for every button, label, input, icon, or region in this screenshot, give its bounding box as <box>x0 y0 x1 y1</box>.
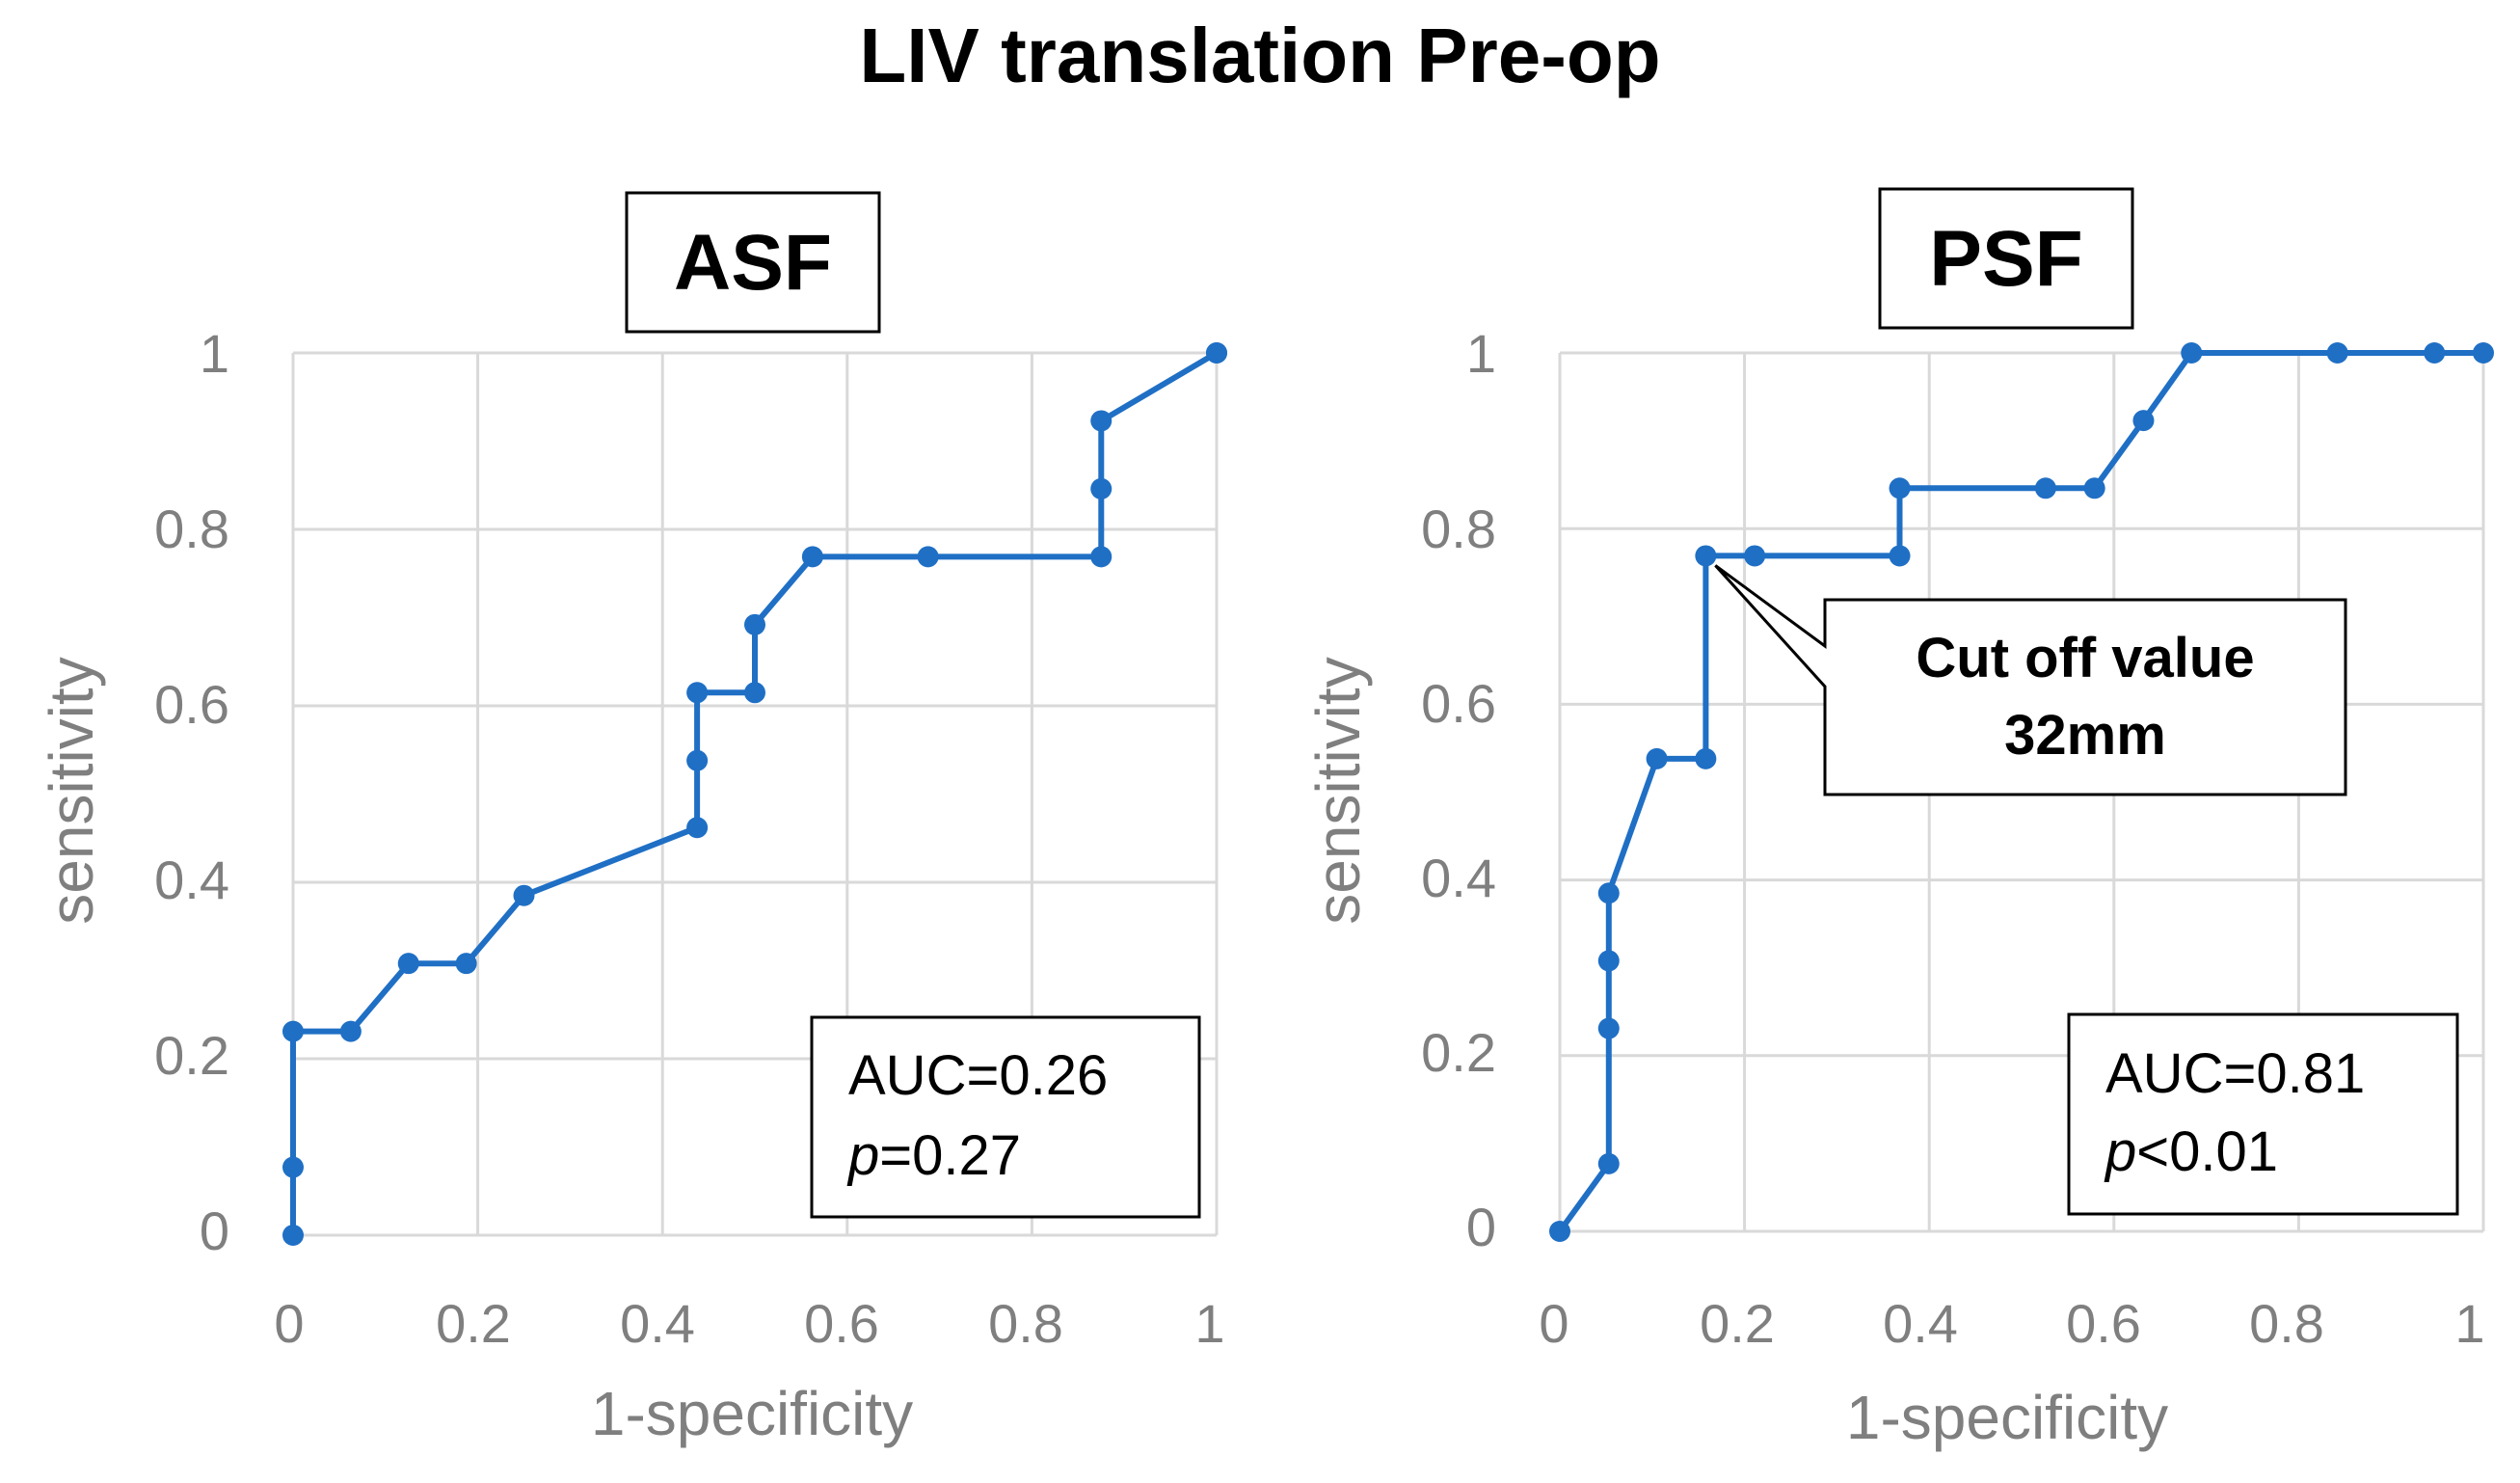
roc-point <box>686 817 709 839</box>
roc-point <box>1695 747 1717 769</box>
psf-p-value-text: p<0.01 <box>2104 1120 2278 1183</box>
roc-point <box>1597 950 1620 972</box>
psf-x-tick-label: 0 <box>1539 1293 1568 1354</box>
asf-x-ticks: 0 0.2 0.4 0.6 0.8 1 <box>274 1293 1224 1354</box>
roc-point <box>1646 747 1668 769</box>
asf-title-box: ASF <box>625 191 881 334</box>
asf-y-tick-label: 1 <box>200 323 229 384</box>
psf-y-tick-label: 0 <box>1466 1197 1496 1257</box>
psf-y-tick-label: 0.6 <box>1421 673 1496 734</box>
roc-point <box>1695 545 1717 567</box>
asf-y-tick-label: 0.4 <box>154 849 229 910</box>
roc-point <box>1597 1017 1620 1039</box>
psf-x-tick-label: 0.6 <box>2066 1293 2141 1354</box>
roc-point <box>282 1225 304 1246</box>
asf-y-axis-label: sensitivity <box>37 657 106 924</box>
roc-point <box>686 682 709 704</box>
psf-x-tick-label: 0.2 <box>1700 1293 1775 1354</box>
psf-p-value: <0.01 <box>2136 1120 2278 1183</box>
psf-p-symbol: p <box>2104 1120 2136 1183</box>
roc-point <box>1889 477 1911 499</box>
psf-roc-line <box>1557 350 2483 1233</box>
asf-y-tick-label: 0.2 <box>154 1025 229 1086</box>
psf-title-box: PSF <box>1878 187 2134 330</box>
psf-auc-text: AUC=0.81 <box>2105 1042 2365 1105</box>
asf-x-tick-label: 0.8 <box>988 1293 1063 1354</box>
roc-point <box>2083 477 2105 499</box>
asf-x-tick-label: 0.2 <box>436 1293 511 1354</box>
roc-point <box>513 884 535 906</box>
roc-point <box>1597 882 1620 904</box>
psf-roc-points <box>1549 342 2494 1242</box>
asf-y-tick-label: 0 <box>200 1200 229 1261</box>
cutoff-callout-line2: 32mm <box>2004 704 2166 767</box>
roc-point <box>2473 342 2494 364</box>
roc-point <box>744 682 765 704</box>
roc-point <box>1090 410 1113 432</box>
roc-point <box>2326 342 2348 364</box>
psf-y-tick-label: 0.4 <box>1421 848 1496 908</box>
psf-y-tick-label: 0.2 <box>1421 1022 1496 1083</box>
psf-panel-title: PSF <box>1929 215 2082 303</box>
psf-y-tick-label: 0.8 <box>1421 499 1496 559</box>
roc-point <box>455 953 477 975</box>
asf-stats-box: AUC=0.26 p=0.27 <box>810 1015 1201 1219</box>
roc-point <box>1090 477 1113 499</box>
asf-x-tick-label: 0.4 <box>620 1293 695 1354</box>
psf-y-axis-label: sensitivity <box>1303 657 1373 924</box>
asf-x-axis-label: 1-specificity <box>591 1379 913 1448</box>
psf-x-tick-label: 1 <box>2454 1293 2484 1354</box>
psf-x-ticks: 0 0.2 0.4 0.6 0.8 1 <box>1539 1293 2484 1354</box>
asf-panel: 0 0.2 0.4 0.6 0.8 1 0 0.2 0.4 0.6 0.8 1 … <box>37 191 1227 1448</box>
cutoff-callout: Cut off value 32mm <box>1714 564 2347 796</box>
psf-x-tick-label: 0.8 <box>2249 1293 2324 1354</box>
asf-p-symbol: p <box>846 1124 879 1187</box>
roc-point <box>2132 410 2155 432</box>
roc-point <box>801 546 823 568</box>
psf-x-tick-label: 0.4 <box>1883 1293 1958 1354</box>
asf-x-tick-label: 0 <box>274 1293 304 1354</box>
roc-point <box>282 1156 304 1178</box>
roc-point <box>1206 342 1227 364</box>
asf-auc-text: AUC=0.26 <box>848 1044 1108 1107</box>
asf-y-ticks: 0 0.2 0.4 0.6 0.8 1 <box>154 323 229 1261</box>
roc-point <box>2424 342 2446 364</box>
roc-point <box>1889 545 1911 567</box>
psf-x-axis-label: 1-specificity <box>1846 1383 2168 1452</box>
cutoff-callout-line1: Cut off value <box>1916 627 2254 689</box>
roc-point <box>1090 546 1113 568</box>
asf-p-value: =0.27 <box>879 1124 1021 1187</box>
roc-point <box>397 953 419 975</box>
asf-x-tick-label: 0.6 <box>804 1293 879 1354</box>
roc-point <box>2034 477 2056 499</box>
asf-y-tick-label: 0.8 <box>154 499 229 559</box>
asf-gridlines <box>291 351 1219 1237</box>
roc-point <box>339 1020 362 1042</box>
asf-x-tick-label: 1 <box>1194 1293 1224 1354</box>
roc-point <box>1549 1221 1570 1242</box>
roc-point <box>917 546 939 568</box>
roc-point <box>2181 342 2203 364</box>
psf-y-tick-label: 1 <box>1466 323 1496 384</box>
roc-point <box>282 1020 304 1042</box>
cutoff-callout-box <box>1714 564 2347 796</box>
asf-y-tick-label: 0.6 <box>154 674 229 735</box>
asf-panel-title: ASF <box>674 219 832 307</box>
roc-point <box>1744 545 1766 567</box>
psf-stats-box: AUC=0.81 p<0.01 <box>2067 1012 2459 1216</box>
roc-point <box>1597 1152 1620 1174</box>
psf-y-ticks: 0 0.2 0.4 0.6 0.8 1 <box>1421 323 1496 1257</box>
asf-roc-points <box>282 342 1227 1246</box>
roc-point <box>686 749 709 771</box>
asf-p-value-text: p=0.27 <box>846 1124 1021 1187</box>
figure-title: LIV translation Pre-op <box>859 13 1660 98</box>
psf-panel: 0 0.2 0.4 0.6 0.8 1 0 0.2 0.4 0.6 0.8 1 … <box>1303 187 2494 1452</box>
roc-point <box>744 613 765 635</box>
